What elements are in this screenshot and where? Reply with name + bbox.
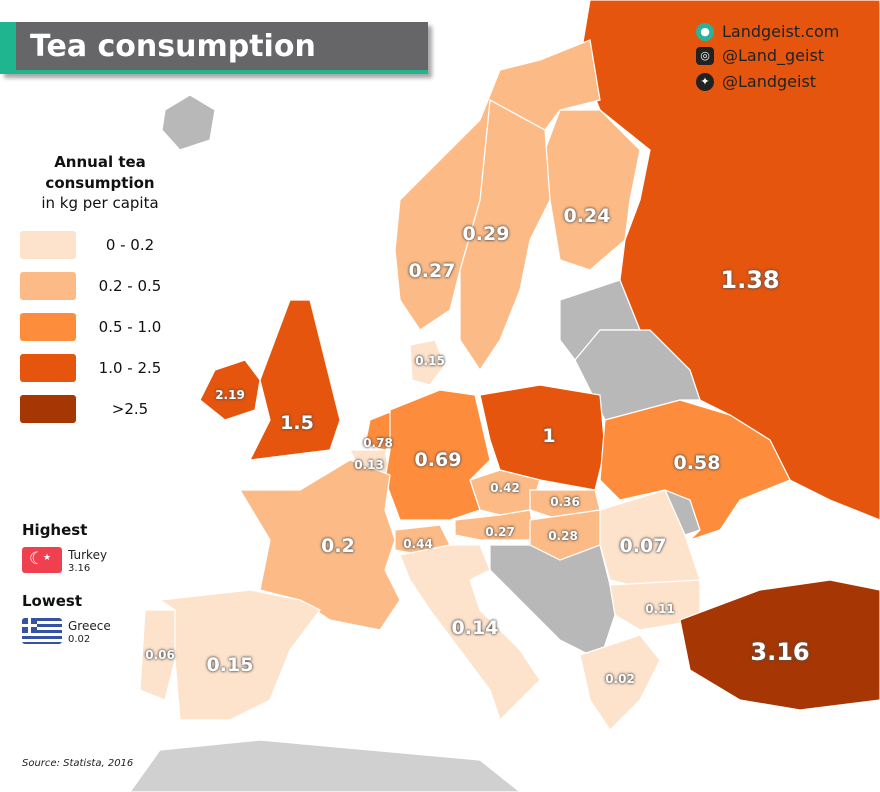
title-bar: Tea consumption [0, 22, 428, 74]
value-label: 0.24 [563, 205, 611, 227]
twitter-link[interactable]: ✦ @Landgeist [696, 72, 816, 91]
legend-swatch [20, 312, 76, 341]
country-hungary [529, 509, 601, 561]
country-russia [579, 0, 880, 521]
value-label: 0.27 [408, 260, 456, 282]
legend-item: 0 - 0.2 [20, 224, 180, 265]
value-label: 1.5 [280, 412, 314, 434]
value-label: 0.15 [415, 354, 445, 368]
value-label: 0.14 [451, 617, 499, 639]
highest-heading: Highest [22, 521, 88, 539]
legend-item: 0.5 - 1.0 [20, 306, 180, 347]
legend-swatch [20, 271, 76, 300]
region-north-africa [129, 739, 521, 792]
website-link[interactable]: ● Landgeist.com [696, 22, 839, 41]
highest-value: 3.16 [68, 563, 91, 574]
country-greece [579, 634, 661, 731]
lowest-country: Greece [68, 619, 111, 633]
value-label: 0.28 [548, 529, 578, 543]
greece-flag-icon [22, 618, 62, 644]
value-label: 0.44 [403, 537, 433, 551]
value-label: 0.11 [645, 602, 675, 616]
twitter-icon: ✦ [696, 72, 714, 91]
value-label: 2.19 [215, 388, 245, 402]
legend-label: 0.5 - 1.0 [98, 317, 162, 336]
country-ukraine [599, 399, 791, 541]
country-italy [399, 544, 541, 722]
legend-swatch [20, 353, 76, 382]
value-label: 0.36 [550, 495, 580, 509]
value-label: 1 [542, 425, 556, 447]
country-turkey [679, 579, 880, 711]
value-label: 0.58 [673, 452, 721, 474]
value-label: 0.27 [485, 525, 515, 539]
legend-label: 1.0 - 2.5 [98, 358, 162, 377]
legend-label: 0 - 0.2 [105, 235, 155, 254]
legend-title: Annual tea consumption [45, 153, 155, 192]
country-denmark [409, 339, 446, 386]
legend-item: 0.2 - 0.5 [20, 265, 180, 306]
twitter-text: @Landgeist [722, 72, 817, 91]
country-norway [394, 39, 601, 331]
value-label: 1.38 [720, 266, 780, 294]
value-label: 0.78 [363, 436, 393, 450]
globe-icon: ● [696, 22, 714, 41]
lowest-heading: Lowest [22, 592, 82, 610]
value-label: 0.2 [321, 535, 355, 557]
instagram-icon: ◎ [696, 46, 714, 65]
turkey-flag-icon: ☾ ★ [22, 547, 62, 573]
value-label: 3.16 [750, 638, 810, 666]
legend: Annual tea consumption in kg per capita … [20, 152, 180, 429]
source-note: Source: Statista, 2016 [22, 758, 134, 769]
website-text: Landgeist.com [722, 22, 840, 41]
value-label: 0.07 [619, 535, 667, 557]
legend-swatch [20, 394, 76, 423]
country-united-kingdom [248, 299, 341, 461]
value-label: 0.29 [462, 223, 510, 245]
value-label: 0.42 [490, 481, 520, 495]
value-label: 0.13 [354, 458, 384, 472]
highest-country: Turkey [68, 548, 108, 562]
legend-label: 0.2 - 0.5 [98, 276, 162, 295]
legend-swatch [20, 230, 76, 259]
country-france [238, 459, 401, 631]
value-label: 0.06 [145, 648, 175, 662]
country-spain [158, 589, 321, 721]
value-label: 0.15 [206, 654, 254, 676]
country-portugal [139, 609, 176, 701]
legend-label: >2.5 [111, 399, 149, 418]
legend-subtitle: in kg per capita [41, 194, 159, 212]
legend-item: >2.5 [20, 388, 180, 429]
instagram-text: @Land_geist [722, 46, 825, 65]
value-label: 0.69 [414, 449, 462, 471]
country-bulgaria [609, 579, 701, 631]
legend-item: 1.0 - 2.5 [20, 347, 180, 388]
value-label: 0.02 [605, 672, 635, 686]
lowest-value: 0.02 [68, 634, 91, 645]
region-iceland [161, 94, 216, 151]
instagram-link[interactable]: ◎ @Land_geist [696, 46, 824, 65]
map-title: Tea consumption [30, 29, 316, 64]
